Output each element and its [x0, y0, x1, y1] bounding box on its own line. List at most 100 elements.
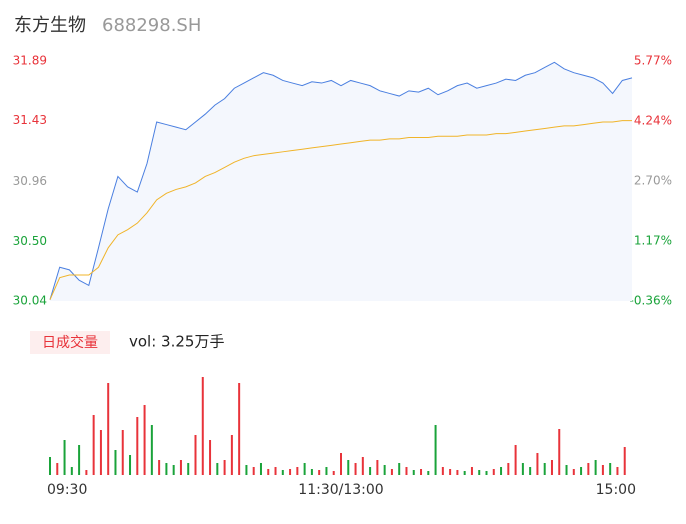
- volume-bar: [281, 470, 284, 475]
- volume-bar: [70, 467, 73, 475]
- volume-bar: [194, 435, 197, 475]
- y2-tick-label: -0.36%: [630, 294, 672, 308]
- volume-bar: [143, 405, 146, 475]
- volume-bar: [318, 470, 321, 475]
- volume-bar: [492, 469, 495, 475]
- volume-bar: [136, 417, 139, 475]
- volume-bar: [420, 469, 423, 475]
- volume-bar: [179, 460, 182, 475]
- volume-bar: [289, 469, 292, 475]
- volume-badge: [30, 331, 110, 354]
- volume-bar: [594, 460, 597, 475]
- series-line: [49, 120, 632, 300]
- volume-bar: [376, 460, 379, 475]
- volume-bar: [463, 471, 466, 475]
- volume-bar: [412, 470, 415, 475]
- y-tick-label: 30.50: [13, 234, 47, 248]
- volume-bar: [558, 429, 561, 475]
- stock-name: 东方生物: [14, 15, 86, 36]
- volume-bar: [303, 463, 306, 475]
- y-tick-label: 30.96: [13, 174, 47, 188]
- volume-bar: [354, 463, 357, 475]
- volume-bar: [114, 450, 117, 475]
- stock-code: 688298.SH: [102, 15, 201, 36]
- volume-bar: [230, 435, 233, 475]
- volume-bar: [165, 463, 168, 475]
- volume-bar: [92, 415, 95, 475]
- volume-bar: [383, 465, 386, 475]
- volume-bar: [296, 467, 299, 475]
- volume-bar: [616, 467, 619, 475]
- volume-bar: [507, 463, 510, 475]
- volume-bar: [470, 467, 473, 475]
- volume-bar: [252, 467, 255, 475]
- price-area: [50, 62, 632, 301]
- volume-bar: [49, 457, 51, 475]
- y-tick-label: 31.43: [13, 113, 47, 127]
- volume-bar: [536, 453, 539, 475]
- volume-bar: [216, 463, 219, 475]
- volume-bar: [529, 467, 532, 475]
- volume-bar: [565, 465, 568, 475]
- volume-bar: [434, 425, 437, 475]
- volume-bar: [449, 469, 452, 475]
- y2-tick-label: 2.70%: [634, 174, 672, 188]
- volume-bar: [550, 460, 553, 475]
- x-tick-label: 11:30/13:00: [298, 482, 383, 498]
- volume-bar: [150, 425, 153, 475]
- y-tick-label: 31.89: [13, 54, 47, 68]
- volume-bar: [63, 440, 66, 475]
- y2-tick-label: 5.77%: [634, 54, 672, 68]
- volume-bar: [56, 463, 59, 475]
- volume-bar: [99, 430, 102, 475]
- volume-bar: [521, 463, 524, 475]
- volume-bar: [259, 463, 262, 475]
- y-tick-label: 30.04: [13, 294, 47, 308]
- volume-bar: [274, 467, 277, 475]
- volume-bar: [78, 445, 81, 475]
- volume-bar: [485, 471, 488, 475]
- y2-tick-label: 1.17%: [634, 234, 672, 248]
- volume-bar: [543, 463, 546, 475]
- x-tick-label: 15:00: [596, 482, 636, 498]
- volume-bar: [209, 440, 212, 475]
- volume-bar: [245, 465, 248, 475]
- volume-bar: [332, 471, 335, 475]
- volume-bar: [390, 469, 393, 475]
- volume-bar: [580, 467, 583, 475]
- volume-bar: [623, 447, 626, 475]
- y2-tick-label: 4.24%: [634, 113, 672, 127]
- volume-bar: [478, 470, 481, 475]
- volume-bar: [405, 467, 408, 475]
- volume-bar: [310, 469, 313, 475]
- volume-bar: [121, 430, 124, 475]
- volume-bar: [201, 377, 204, 475]
- volume-bar: [347, 460, 350, 475]
- volume-bar: [572, 469, 575, 475]
- volume-bar: [398, 463, 401, 475]
- volume-bar: [238, 383, 241, 475]
- volume-bar: [223, 460, 226, 475]
- volume-bar: [587, 463, 590, 475]
- volume-bar: [427, 471, 430, 475]
- volume-bar: [500, 467, 503, 475]
- volume-bar: [456, 470, 459, 475]
- volume-bar: [514, 445, 517, 475]
- volume-bar: [361, 457, 364, 475]
- volume-bar: [187, 463, 190, 475]
- volume-bar: [267, 469, 270, 475]
- series-line: [49, 61, 633, 300]
- volume-label: vol: 3.25万手: [129, 333, 224, 351]
- volume-bar: [85, 470, 88, 475]
- volume-bar: [441, 467, 444, 475]
- volume-bar: [340, 453, 342, 475]
- volume-bar: [107, 383, 110, 475]
- volume-bar: [158, 460, 161, 475]
- volume-title: 日成交量: [42, 334, 98, 351]
- volume-bar: [369, 467, 372, 475]
- volume-bar: [172, 465, 175, 475]
- volume-bar: [609, 463, 612, 475]
- volume-bar: [129, 455, 132, 475]
- x-tick-label: 09:30: [47, 482, 87, 498]
